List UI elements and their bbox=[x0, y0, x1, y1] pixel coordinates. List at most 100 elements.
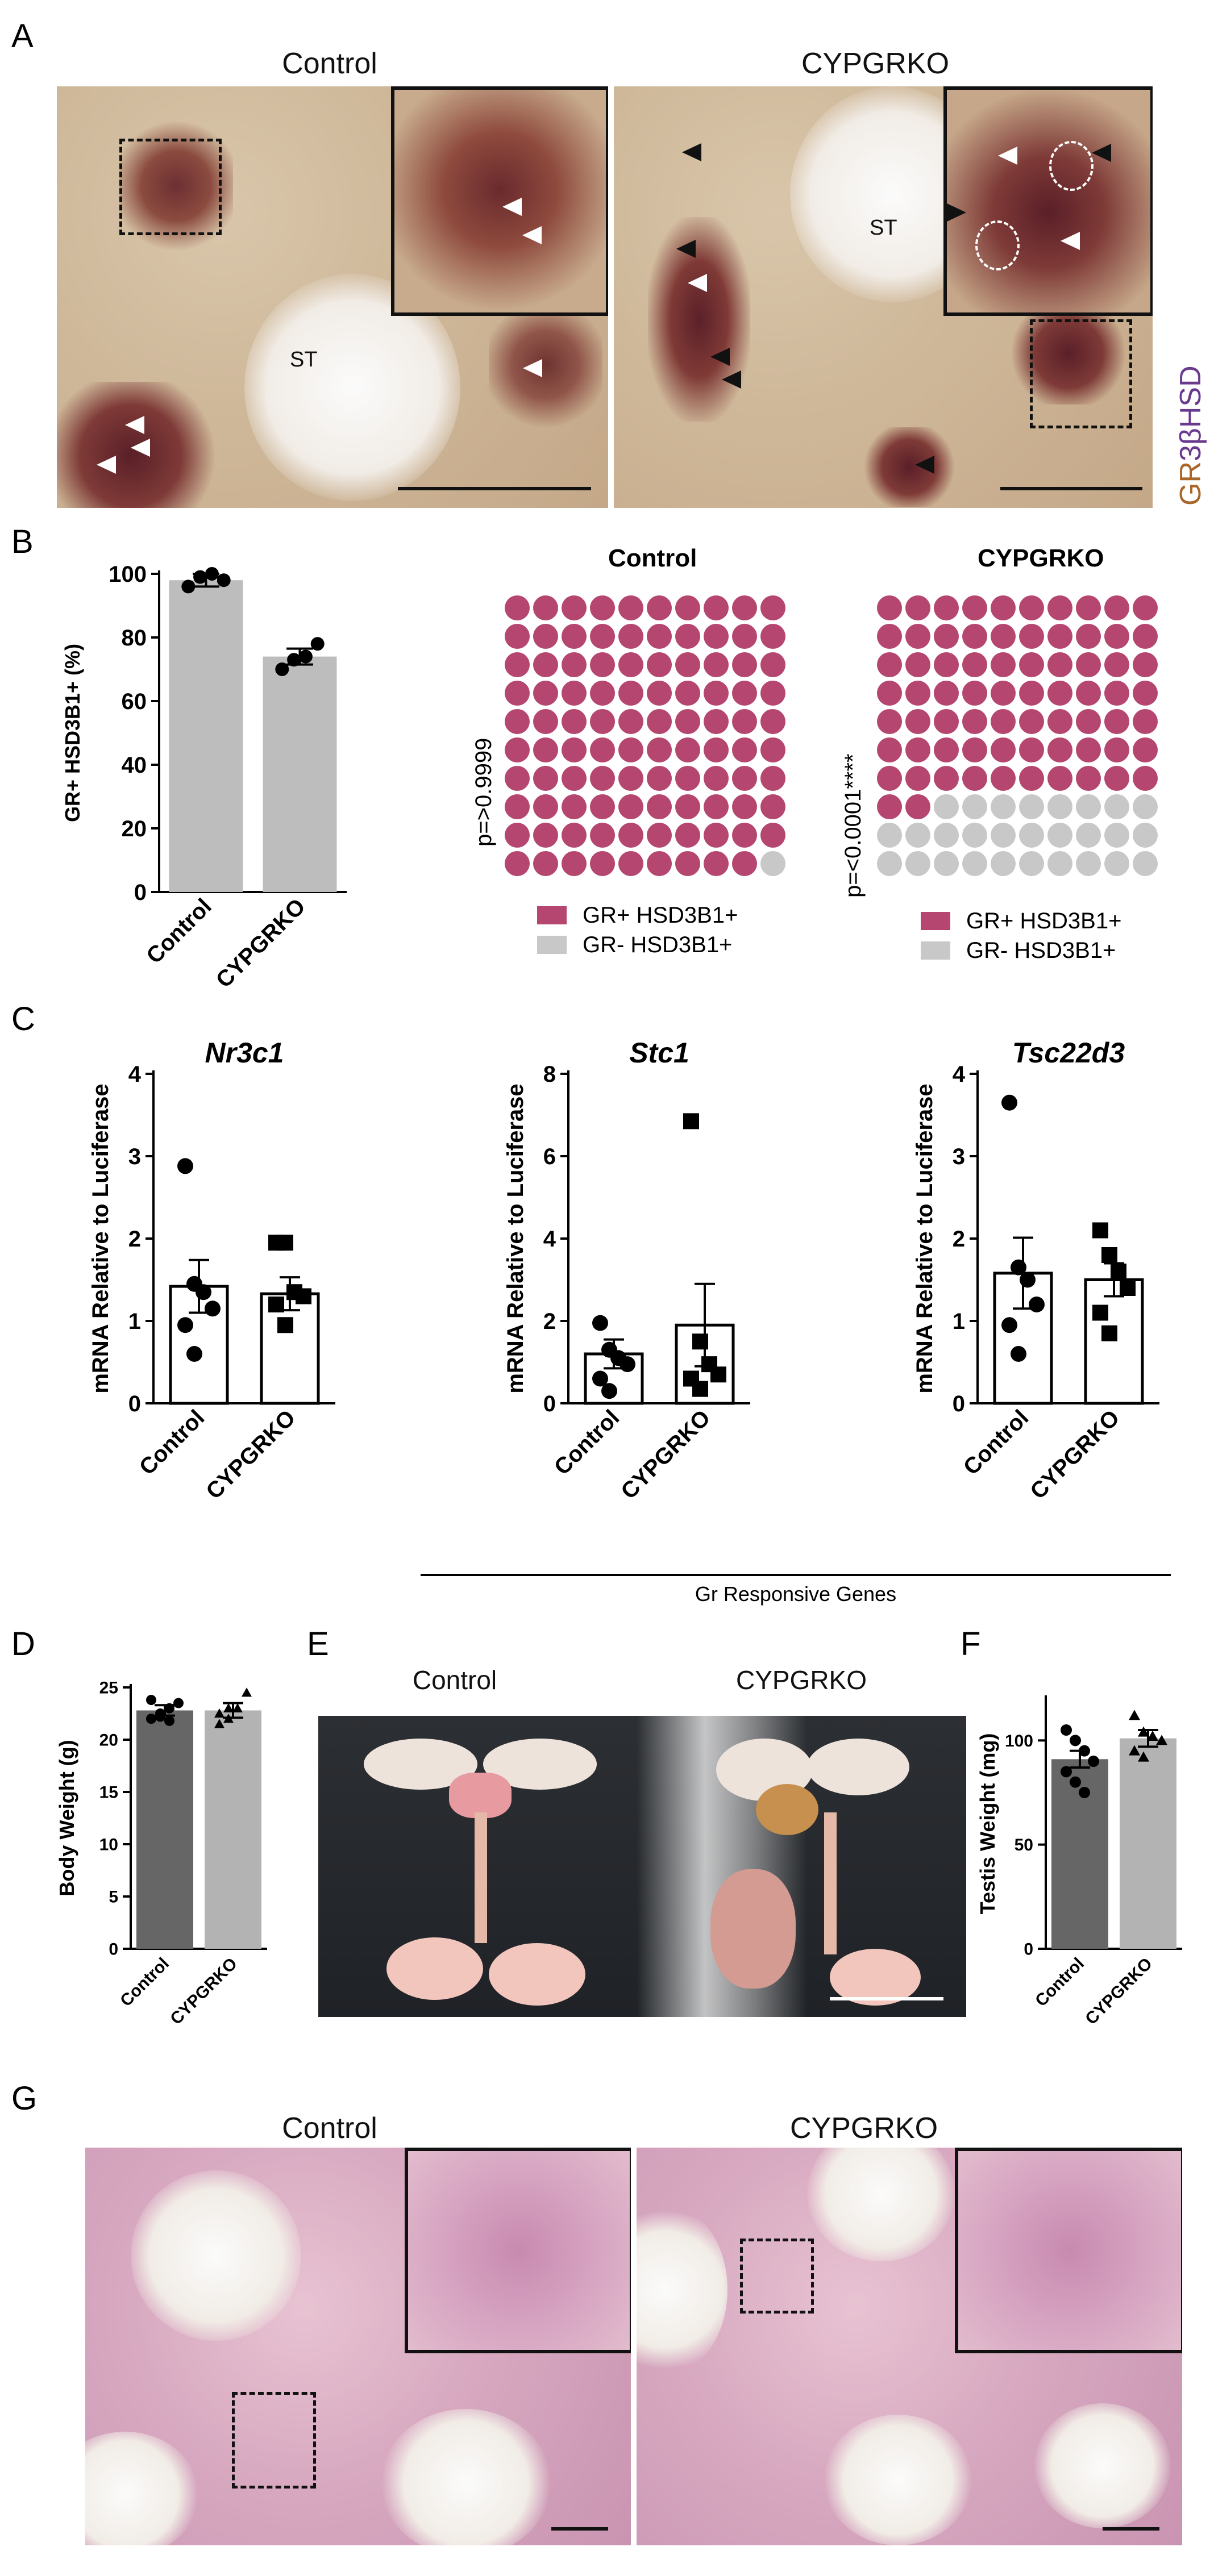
waffle-dot-negative bbox=[991, 823, 1016, 848]
data-point bbox=[592, 1370, 608, 1387]
data-point bbox=[164, 1715, 174, 1726]
panel-a-control-micrograph: ST bbox=[57, 86, 608, 508]
waffle-dot-positive bbox=[647, 595, 672, 620]
waffle-dot-positive bbox=[1104, 652, 1129, 677]
y-tick-label: 4 bbox=[128, 1062, 142, 1087]
data-point bbox=[1129, 1745, 1140, 1756]
waffle-dot-positive bbox=[732, 681, 757, 706]
y-tick-label: 0 bbox=[128, 1391, 141, 1416]
y-tick-label: 15 bbox=[99, 1783, 118, 1802]
y-tick-label: 60 bbox=[122, 689, 147, 714]
waffle-dot-positive bbox=[562, 737, 587, 762]
data-point bbox=[223, 1714, 234, 1723]
waffle-dot-positive bbox=[991, 709, 1016, 734]
waffle-dot-positive bbox=[505, 709, 530, 734]
scale-bar bbox=[1000, 487, 1142, 490]
waffle-dot-positive bbox=[618, 794, 643, 819]
data-point bbox=[1111, 1264, 1126, 1279]
data-point bbox=[601, 1383, 617, 1399]
waffle-dot-positive bbox=[647, 823, 672, 848]
data-point bbox=[692, 1381, 708, 1397]
waffle-dot-positive bbox=[618, 681, 643, 706]
waffle-dot-positive bbox=[533, 624, 558, 649]
y-tick-label: 2 bbox=[543, 1309, 556, 1334]
waffle-dot-positive bbox=[877, 737, 902, 762]
waffle-control bbox=[505, 595, 785, 876]
data-point bbox=[1129, 1710, 1140, 1720]
waffle-dot-positive bbox=[1019, 624, 1044, 649]
data-point bbox=[205, 1300, 221, 1317]
waffle-dot-positive bbox=[1104, 737, 1129, 762]
waffle-dot-positive bbox=[533, 851, 558, 876]
stain-gr-label: GR bbox=[1174, 461, 1207, 506]
waffle-dot-positive bbox=[1019, 737, 1044, 762]
data-point bbox=[1029, 1297, 1045, 1312]
y-tick-label: 50 bbox=[1015, 1836, 1033, 1854]
data-point bbox=[177, 1158, 193, 1174]
data-point bbox=[242, 1687, 252, 1697]
waffle-dot-positive bbox=[562, 823, 587, 848]
data-point bbox=[1092, 1222, 1108, 1239]
y-tick-label: 40 bbox=[122, 753, 147, 778]
bar-cypgrko bbox=[263, 656, 337, 892]
waffle-dot-positive bbox=[562, 681, 587, 706]
panel-e-control-title: Control bbox=[412, 1665, 497, 1695]
waffle-dot-negative bbox=[1104, 794, 1129, 819]
waffle-dot-positive bbox=[505, 652, 530, 677]
seminiferous-tubule-label: ST bbox=[870, 216, 897, 240]
waffle-dot-positive bbox=[962, 595, 987, 620]
waffle-dot-positive bbox=[562, 794, 587, 819]
data-point bbox=[193, 570, 207, 584]
waffle-dot-positive bbox=[704, 794, 729, 819]
chart-title: Tsc22d3 bbox=[1012, 1040, 1125, 1069]
y-tick-label: 3 bbox=[953, 1144, 965, 1169]
data-point bbox=[164, 1703, 174, 1714]
panel-g-control-title: Control bbox=[282, 2112, 377, 2145]
zoom-region-box bbox=[1030, 319, 1132, 428]
waffle-dot-positive bbox=[675, 823, 700, 848]
error-bar bbox=[1138, 1729, 1158, 1748]
y-tick-label: 4 bbox=[543, 1227, 556, 1252]
waffle-dot-positive bbox=[675, 624, 700, 649]
seminiferous-tubule-label: ST bbox=[290, 348, 318, 372]
bar-control bbox=[169, 580, 243, 892]
waffle-dot-positive bbox=[675, 709, 700, 734]
waffle-dot-negative bbox=[1133, 851, 1158, 876]
bar-cypgrko bbox=[1120, 1738, 1176, 1949]
arrowhead-icon bbox=[682, 143, 701, 161]
waffle-dot-negative bbox=[1076, 794, 1101, 819]
data-point bbox=[277, 1317, 293, 1333]
waffle-dot-negative bbox=[991, 794, 1016, 819]
waffle-dot-positive bbox=[1133, 709, 1158, 734]
waffle-dot-positive bbox=[1076, 737, 1101, 762]
data-point bbox=[1120, 1280, 1136, 1296]
data-point bbox=[275, 662, 289, 676]
arrowhead-icon bbox=[523, 359, 542, 377]
waffle-dot-positive bbox=[760, 737, 785, 762]
waffle-dot-positive bbox=[647, 851, 672, 876]
x-tick-label: CYPGRKO bbox=[211, 894, 310, 993]
waffle-dot-positive bbox=[675, 737, 700, 762]
waffle-dot-positive bbox=[590, 851, 615, 876]
zoom-region-box bbox=[232, 2392, 316, 2489]
waffle-dot-positive bbox=[1076, 624, 1101, 649]
waffle-cypgrko-title: CYPGRKO bbox=[978, 544, 1104, 572]
data-point bbox=[1079, 1745, 1090, 1757]
waffle-dot-positive bbox=[760, 595, 785, 620]
waffle-dot-positive bbox=[1019, 595, 1044, 620]
zoom-inset bbox=[943, 86, 1153, 316]
cell-outline bbox=[975, 220, 1020, 270]
chart-c-tsc22d3: 0 1 2 3 4 mRNA Relative to Luciferase Tsc22d3 C… bbox=[912, 1040, 1159, 1504]
waffle-dot-positive bbox=[618, 851, 643, 876]
waffle-dot-negative bbox=[934, 823, 959, 848]
y-tick-label: 25 bbox=[99, 1679, 118, 1698]
x-tick-label: Control bbox=[135, 1405, 210, 1480]
data-point bbox=[620, 1356, 635, 1373]
waffle-dot-negative bbox=[991, 851, 1016, 876]
waffle-dot-positive bbox=[877, 624, 902, 649]
y-tick-label: 0 bbox=[134, 880, 147, 905]
y-tick-label: 2 bbox=[953, 1227, 965, 1252]
waffle-dot-positive bbox=[704, 737, 729, 762]
arrowhead-icon bbox=[710, 348, 730, 366]
